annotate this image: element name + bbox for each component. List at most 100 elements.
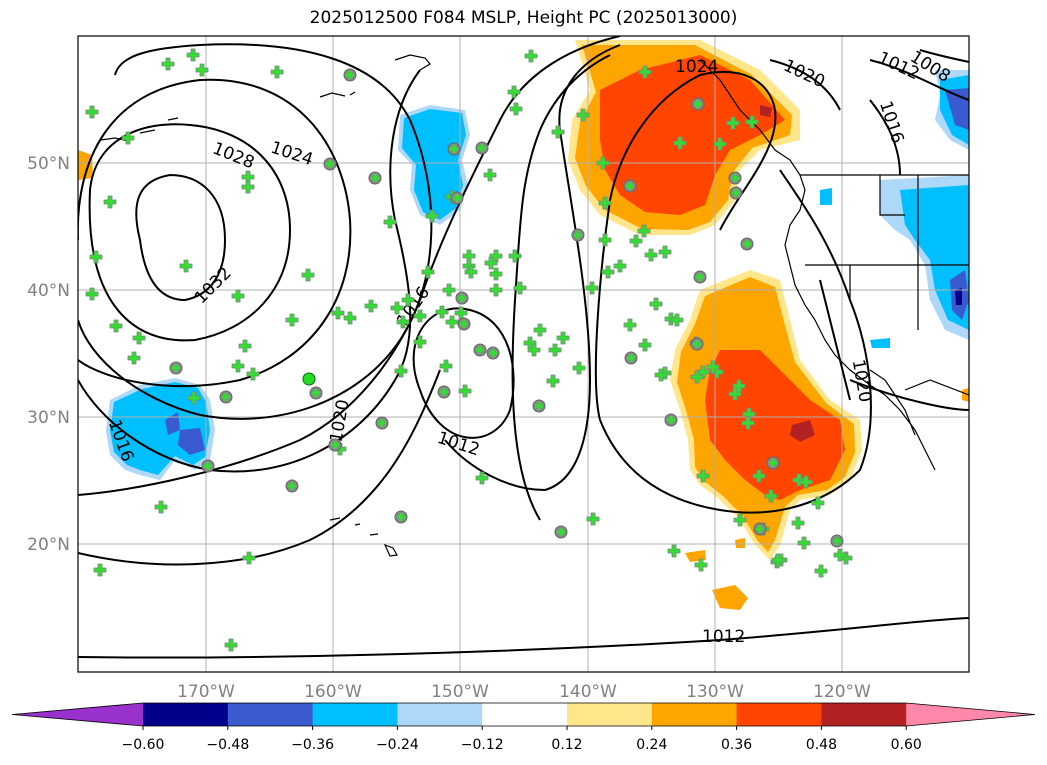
colorbar-segment [312,703,398,726]
colorbar-tick-label: −0.36 [291,737,334,753]
station-cross-marker [706,360,720,374]
station-cross-marker [756,525,764,533]
station-cross-marker [453,194,461,202]
station-cross-marker [231,289,245,303]
highlighted-station-marker [302,372,316,386]
station-cross-marker [179,259,193,273]
station-cross-marker [371,174,379,182]
station-cross-marker [690,370,704,384]
station-cross-marker [696,365,710,379]
station-cross-marker [556,331,570,345]
station-cross-marker [161,57,175,71]
station-cross-marker [242,551,256,565]
lon-tick-170w: 170°W [177,682,235,702]
station-cross-marker [548,343,562,357]
station-cross-marker [551,125,565,139]
station-cross-marker [743,240,751,248]
station-cross-marker [814,564,828,578]
station-cross-marker [513,281,527,295]
station-cross-marker [401,293,415,307]
station-cross-marker [396,315,410,329]
station-cross-marker [527,343,541,357]
station-cross-marker [771,553,785,567]
station-cross-marker [696,273,704,281]
station-cross-marker [574,231,582,239]
lat-tick-20n: 20°N [27,535,70,555]
colorbar-tick-label: −0.48 [206,737,249,753]
lon-tick-130w: 130°W [686,682,744,702]
station-cross-marker [132,331,146,345]
station-cross-marker [508,249,522,263]
station-cross-marker [421,265,435,279]
station-cross-marker [270,65,284,79]
station-cross-marker [557,528,565,536]
station-cross-marker [713,137,727,151]
colorbar-tick-label: −0.60 [122,737,165,753]
station-cross-marker [439,359,453,373]
colorbar-segment [227,703,314,726]
colorbar-segment [821,703,907,726]
station-cross-marker [586,512,600,526]
station-cross-marker [246,367,260,381]
station-cross-marker [378,419,386,427]
station-cross-marker [833,548,847,562]
colorbar-tick-label: −0.12 [461,737,504,753]
station-cross-marker [241,180,255,194]
station-cross-marker [693,340,701,348]
station-cross-marker [833,537,841,545]
station-cross-marker [413,309,427,323]
station-markers [85,48,853,652]
station-cross-marker [458,294,466,302]
colorbar-segment [651,703,738,726]
station-cross-marker [383,215,397,229]
station-cross-marker [301,268,315,282]
station-cross-marker [792,473,806,487]
station-cross-marker [726,116,740,130]
station-cross-marker [483,168,497,182]
station-cross-marker [644,248,658,262]
map-frame [77,35,970,673]
station-cross-marker [224,638,238,652]
station-cross-marker [752,469,766,483]
station-cross-marker [598,196,612,210]
colorbar-tick-label: −0.24 [376,737,419,753]
station-cross-marker [442,283,456,297]
colorbar-tick-label: 0.12 [551,737,582,753]
station-cross-marker [312,389,320,397]
station-cross-marker [694,558,708,572]
station-cross-marker [546,374,560,388]
latitude-ticks: 50°N 40°N 30°N 20°N [27,154,70,555]
colorbar-tick-label: 0.24 [636,737,667,753]
station-cross-marker [331,306,345,320]
station-cross-marker [425,209,439,223]
station-cross-marker [85,287,99,301]
station-cross-marker [187,391,201,405]
station-cross-marker [507,85,521,99]
map-title: 2025012500 F084 MSLP, Height PC (2025013… [309,8,738,28]
station-cross-marker [460,320,468,328]
station-cross-marker [154,500,168,514]
station-cross-marker [673,136,687,150]
station-cross-marker [390,301,404,315]
station-cross-marker [85,105,99,119]
station-cross-marker [658,245,672,259]
station-cross-marker [576,108,590,122]
station-cross-marker [791,516,805,530]
station-cross-marker [127,351,141,365]
station-cross-marker [172,364,180,372]
station-cross-marker [627,354,635,362]
isobar-label-1012-south: 1012 [702,627,745,647]
station-cross-marker [478,144,486,152]
station-cross-marker [670,313,684,327]
station-cross-marker [484,256,498,270]
lat-tick-50n: 50°N [27,154,70,174]
colorbar: −0.60 −0.48 −0.36 −0.24 −0.12 0.12 0.24 0.36 0.4… [11,702,1036,753]
station-cross-marker [364,299,378,313]
station-cross-marker [450,145,458,153]
station-cross-marker [667,416,675,424]
station-cross-marker [238,339,252,353]
station-cross-marker [572,361,586,375]
station-cross-marker [596,156,610,170]
station-cross-marker [764,489,778,503]
station-cross-marker [732,379,746,393]
